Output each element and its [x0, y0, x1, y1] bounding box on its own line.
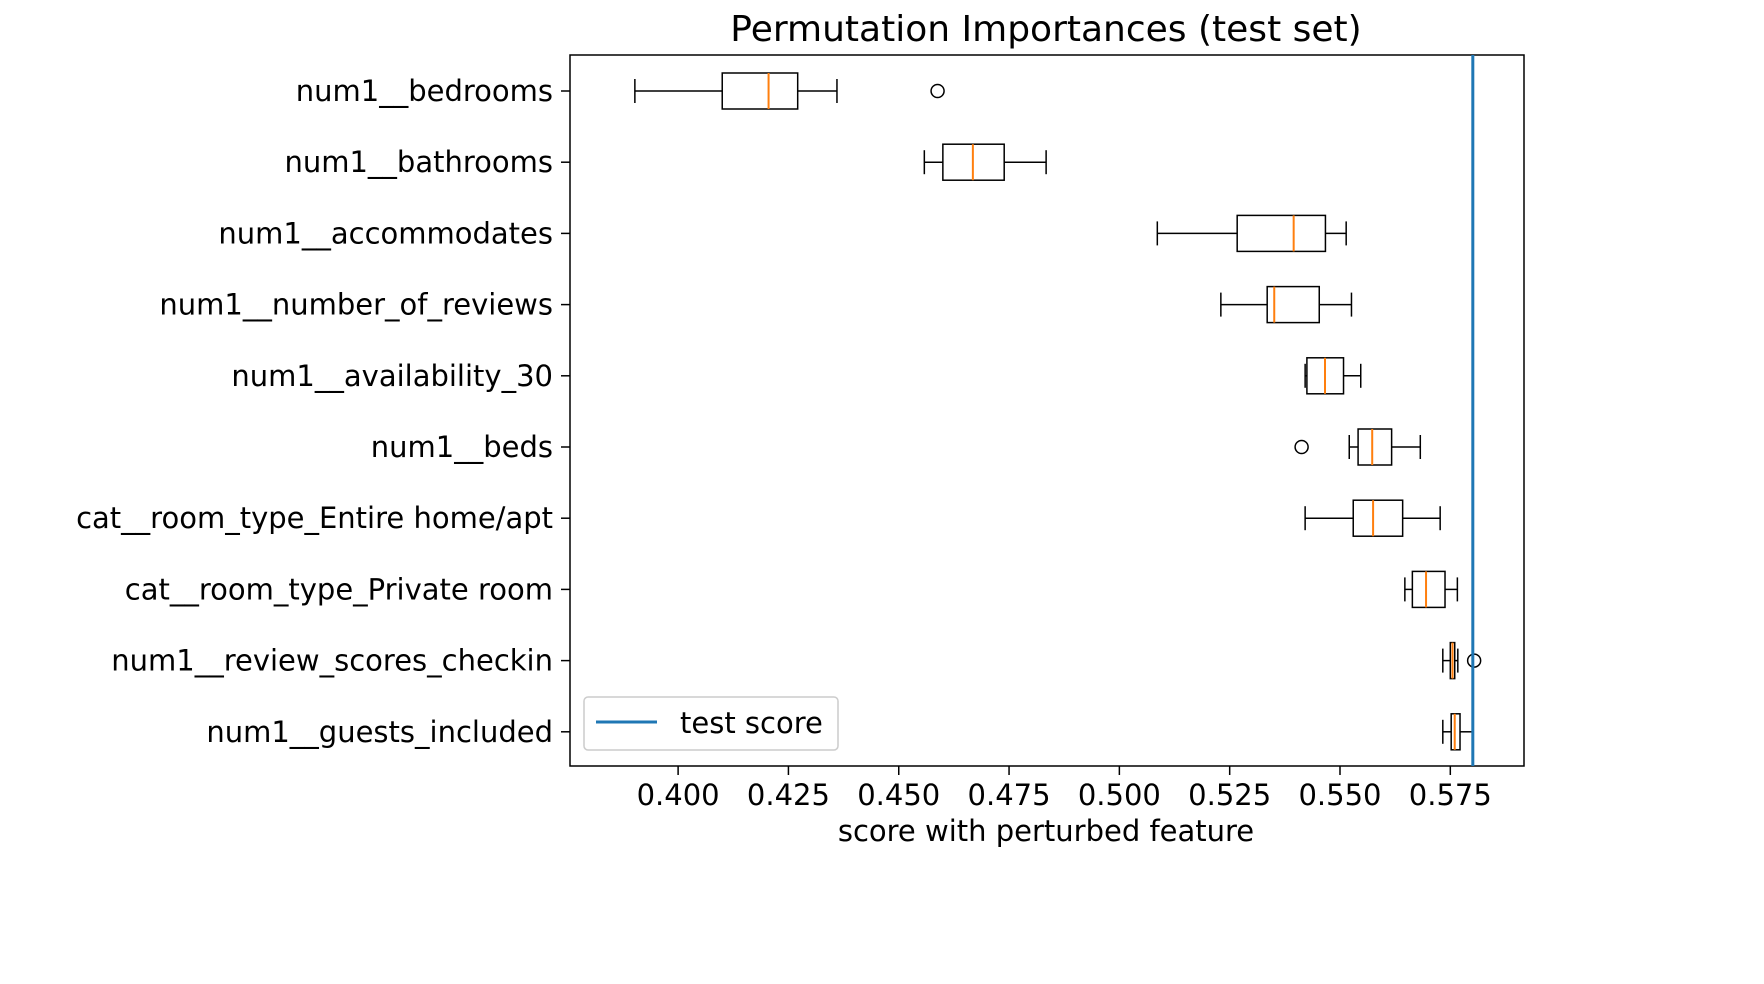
legend-frame [583, 696, 839, 751]
y-tick-label: num1__beds [371, 430, 553, 464]
x-tick-label: 0.575 [1409, 778, 1492, 812]
y-tick-label: num1__bathrooms [284, 145, 553, 179]
box-7 [1404, 570, 1459, 609]
x-tick-label: 0.425 [747, 778, 830, 812]
box-1 [923, 143, 1047, 181]
x-tick-label: 0.475 [968, 778, 1051, 812]
x-tick-label: 0.525 [1188, 778, 1271, 812]
box-6 [1304, 499, 1441, 537]
y-tick-label: num1__bedrooms [296, 74, 553, 108]
y-tick-label: num1__guests_included [206, 715, 553, 749]
plot-area-frame [569, 54, 1525, 767]
x-tick-label: 0.450 [857, 778, 940, 812]
x-axis-label: score with perturbed feature [838, 814, 1254, 848]
x-tick-label: 0.500 [1078, 778, 1161, 812]
box-iqr [1266, 285, 1321, 324]
box-iqr [1411, 570, 1446, 609]
x-tick-label: 0.400 [637, 778, 720, 812]
box-iqr [1352, 499, 1404, 537]
box-3 [1220, 285, 1353, 324]
y-tick-label: cat__room_type_Entire home/apt [76, 501, 553, 535]
box-iqr [1357, 428, 1393, 466]
box-outlier [1294, 439, 1309, 455]
legend-label-test-score: test score [680, 706, 823, 740]
y-tick-label: num1__accommodates [218, 216, 553, 250]
x-axis: 0.400 0.425 0.450 0.475 0.500 0.525 0.550 0.575 [637, 766, 1492, 812]
y-axis: num1__bedrooms num1__bathrooms num1__accom… [76, 74, 570, 749]
y-tick-label: cat__room_type_Private room [125, 572, 553, 606]
legend: test score [583, 696, 839, 751]
box-0 [634, 72, 945, 110]
box-5 [1294, 428, 1422, 466]
y-tick-label: num1__review_scores_checkin [111, 644, 553, 678]
box-iqr [721, 72, 799, 110]
y-tick-label: num1__number_of_reviews [159, 288, 553, 322]
box-2 [1156, 214, 1347, 253]
x-tick-label: 0.550 [1298, 778, 1381, 812]
box-outlier [930, 83, 945, 99]
box-iqr [1236, 214, 1327, 253]
chart-title: Permutation Importances (test set) [730, 9, 1361, 50]
y-tick-label: num1__availability_30 [231, 359, 553, 393]
box-4 [1304, 357, 1362, 395]
